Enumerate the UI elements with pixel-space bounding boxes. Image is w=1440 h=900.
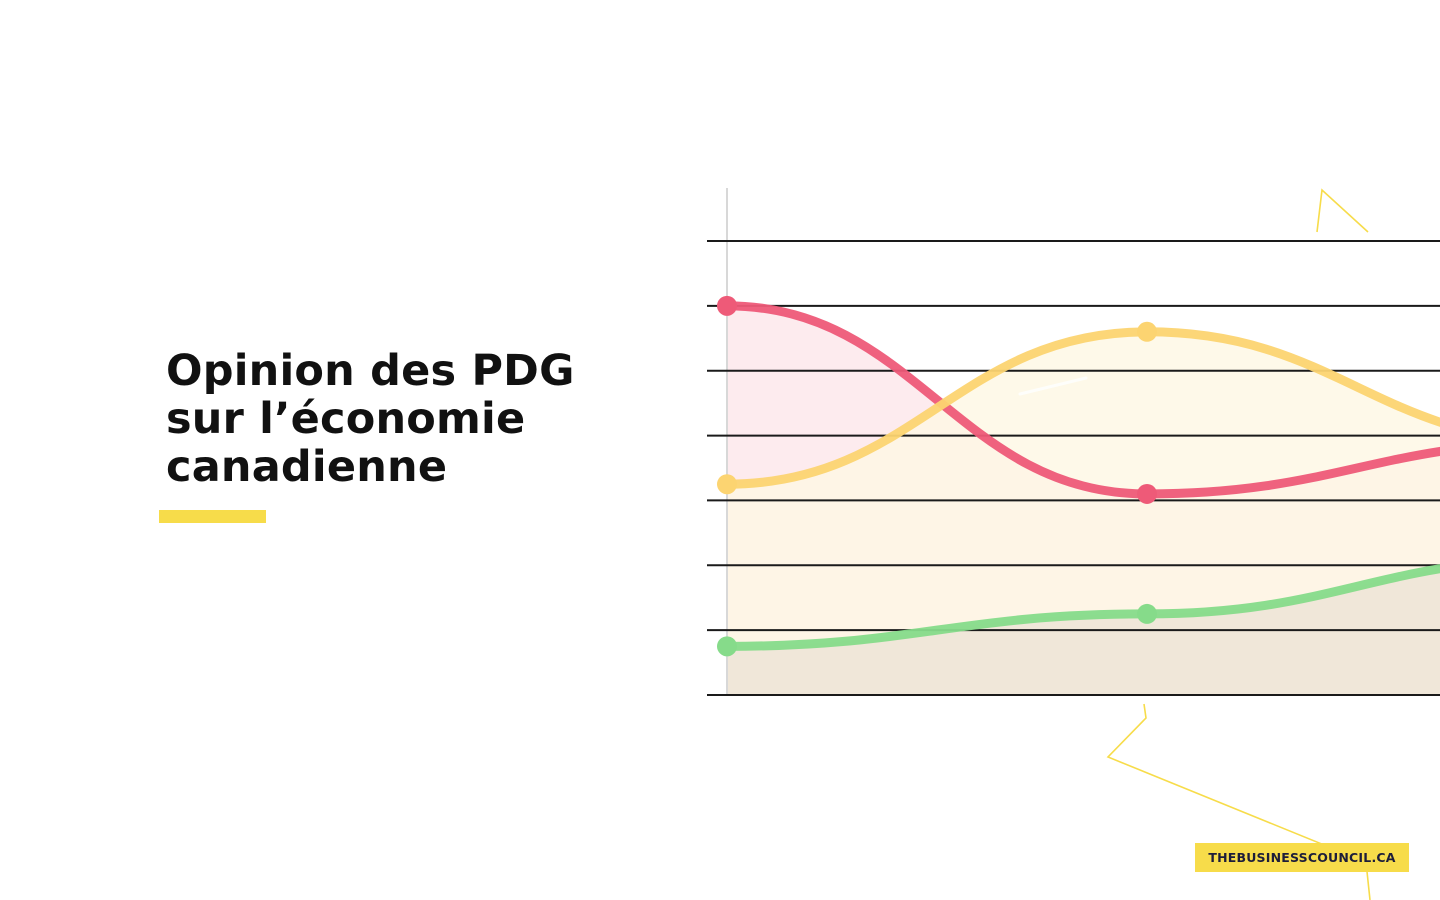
series-2-area	[727, 568, 1440, 695]
page-title: Opinion des PDG sur l’économie canadienn…	[166, 347, 626, 491]
series-2-point	[717, 636, 737, 657]
title-underline	[159, 510, 266, 523]
series-2-point	[1137, 603, 1157, 624]
title-line-3: canadienne	[166, 442, 448, 492]
series-1-point	[1137, 321, 1157, 342]
series-1-point	[717, 474, 737, 495]
title-line-1: Opinion des PDG	[166, 346, 575, 396]
series-0-point	[717, 295, 737, 316]
decorative-stroke-bottom	[1106, 703, 1371, 900]
title-line-2: sur l’économie	[166, 394, 526, 444]
brand-url: THEBUSINESSCOUNCIL.CA	[1208, 850, 1396, 865]
chart-glint	[1018, 376, 1088, 396]
decorative-stroke-top	[1316, 188, 1369, 233]
brand-badge[interactable]: THEBUSINESSCOUNCIL.CA	[1195, 843, 1409, 872]
series-0-point	[1137, 483, 1157, 504]
